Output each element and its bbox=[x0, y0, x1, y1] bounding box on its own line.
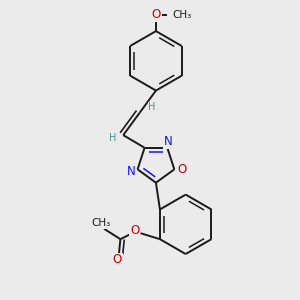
Text: CH₃: CH₃ bbox=[172, 10, 191, 20]
Text: O: O bbox=[151, 8, 160, 21]
Text: O: O bbox=[177, 163, 186, 176]
Text: H: H bbox=[109, 133, 116, 142]
Text: CH₃: CH₃ bbox=[92, 218, 111, 228]
Text: N: N bbox=[164, 135, 172, 148]
Text: H: H bbox=[148, 103, 156, 112]
Text: N: N bbox=[127, 165, 135, 178]
Text: O: O bbox=[113, 254, 122, 266]
Text: O: O bbox=[130, 224, 139, 237]
